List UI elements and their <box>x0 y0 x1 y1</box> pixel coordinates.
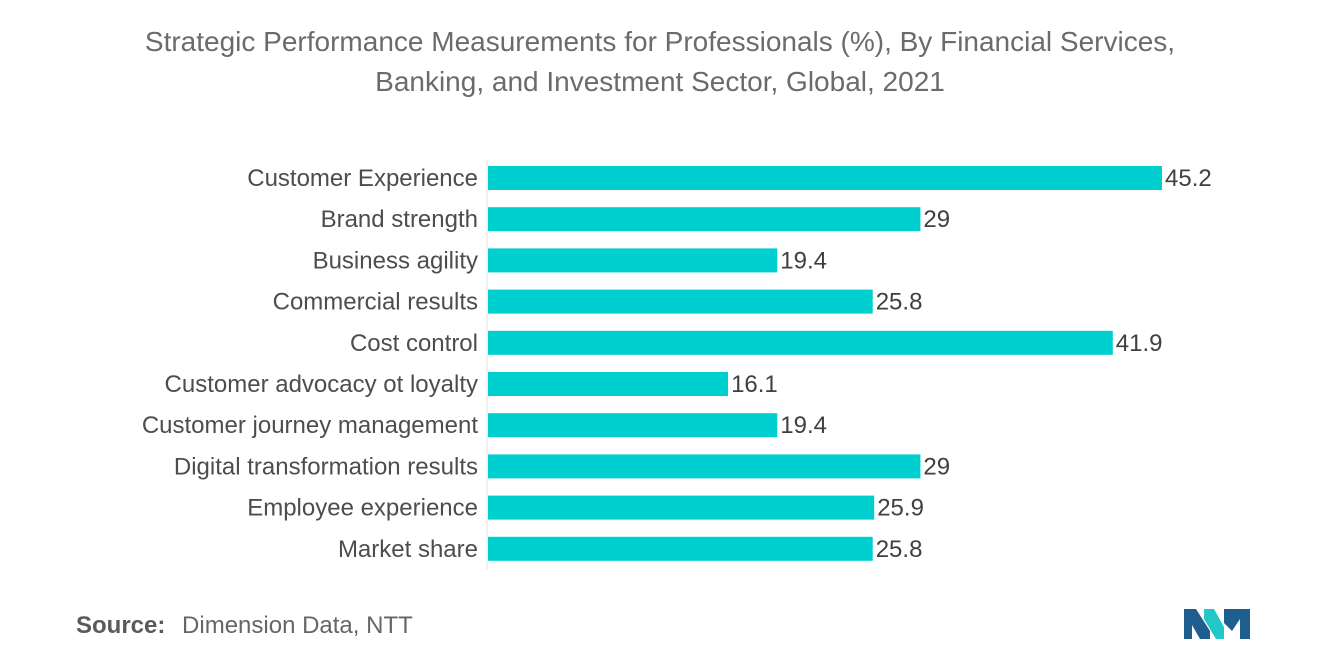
bar <box>488 372 729 396</box>
bar <box>488 413 778 438</box>
bars-group: Customer Experience 45.2 Brand strength 29 B… <box>142 165 1212 563</box>
category-label: Commercial results <box>273 289 478 316</box>
logo-shape-left <box>1184 609 1210 639</box>
category-label: Digital transformation results <box>174 453 478 480</box>
chart-title-line-1: Strategic Performance Measurements for P… <box>144 26 1176 57</box>
category-label: Brand strength <box>321 206 478 233</box>
data-label: 29 <box>923 206 950 233</box>
category-label: Employee experience <box>247 495 478 522</box>
data-label: 19.4 <box>780 247 827 274</box>
source-note: Source: Dimension Data, NTT <box>76 612 413 640</box>
brand-logo-icon <box>1184 609 1250 639</box>
data-label: 19.4 <box>780 412 827 439</box>
data-label: 25.8 <box>876 536 923 563</box>
data-label: 41.9 <box>1116 330 1163 357</box>
data-label: 16.1 <box>731 371 778 398</box>
bar <box>488 207 921 232</box>
bar <box>488 454 921 479</box>
bar <box>488 248 778 273</box>
source-label: Source: <box>76 612 166 639</box>
bar <box>488 166 1162 190</box>
data-label: 45.2 <box>1165 165 1212 192</box>
source-text: Dimension Data, NTT <box>182 612 413 639</box>
data-label: 29 <box>923 453 950 480</box>
chart-title-line-2: Banking, and Investment Sector, Global, … <box>375 66 945 97</box>
bar <box>488 495 875 520</box>
category-label: Customer advocacy ot loyalty <box>165 371 478 398</box>
category-label: Market share <box>338 536 478 563</box>
category-label: Customer journey management <box>142 412 478 439</box>
category-label: Cost control <box>350 330 478 357</box>
category-label: Customer Experience <box>247 165 478 192</box>
logo-shape-middle <box>1204 609 1224 639</box>
bar <box>488 536 873 561</box>
bar <box>488 330 1113 355</box>
bar <box>488 289 873 314</box>
data-label: 25.9 <box>877 495 924 522</box>
chart-title: Strategic Performance Measurements for P… <box>60 22 1260 102</box>
category-label: Business agility <box>313 247 478 274</box>
bar-chart: Customer Experience 45.2 Brand strength 29 B… <box>142 160 1212 570</box>
data-label: 25.8 <box>876 289 923 316</box>
logo-shape-right <box>1224 609 1250 639</box>
